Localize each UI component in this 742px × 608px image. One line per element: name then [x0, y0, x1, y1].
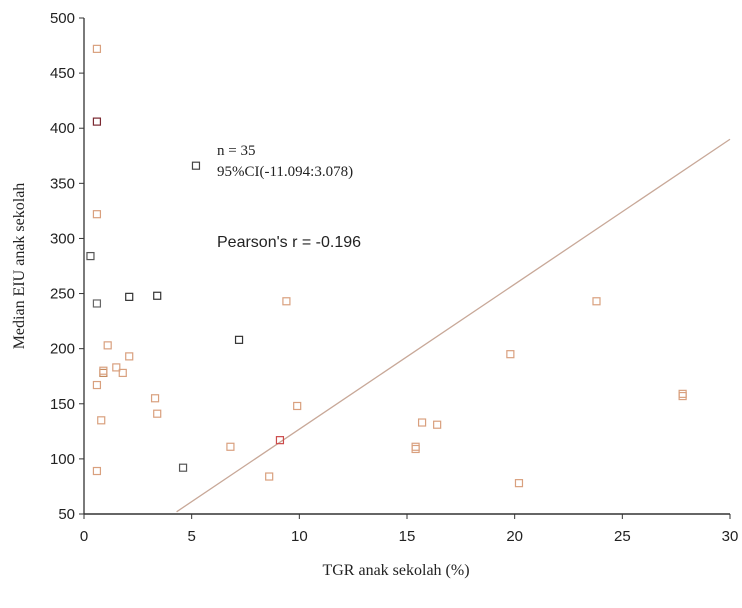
data-point [153, 291, 162, 300]
data-point [234, 335, 244, 344]
data-point [153, 409, 162, 418]
data-point [92, 380, 102, 390]
data-point [92, 210, 102, 219]
trendline-group [176, 138, 731, 513]
x-axis-title: TGR anak sekolah (%) [322, 562, 469, 579]
data-point [592, 297, 601, 306]
y-tick-label: 50 [58, 506, 75, 523]
data-point [125, 292, 134, 301]
data-point [103, 341, 112, 350]
x-tick-label: 25 [614, 528, 631, 545]
x-tick-label: 10 [291, 528, 308, 545]
x-tick-label: 20 [506, 528, 523, 545]
data-point [112, 363, 121, 372]
axes: 50 100 150 200 250 300 350 400 450 500 0 5 10 15 20 25 3… [50, 10, 738, 545]
y-tick-label: 450 [50, 65, 75, 82]
annotation-n: n = 35 [217, 143, 255, 159]
y-tick-label: 250 [50, 286, 75, 303]
data-point [514, 479, 524, 488]
y-tick-label: 350 [50, 175, 75, 192]
data-point [92, 299, 102, 308]
data-point [417, 418, 427, 427]
data-point [99, 368, 108, 378]
y-tick-label: 400 [50, 120, 75, 137]
data-point [275, 436, 285, 445]
annotations: n = 35 95%CI(-11.094:3.078) Pearson's r … [217, 143, 361, 251]
data-point [150, 394, 160, 403]
data-point [191, 161, 201, 170]
y-tick-label: 200 [50, 341, 75, 358]
data-point [92, 466, 102, 476]
y-tick-label: 300 [50, 230, 75, 247]
data-point [265, 472, 274, 481]
data-points [86, 44, 687, 488]
data-point [92, 44, 102, 53]
x-tick-label: 0 [80, 528, 88, 545]
y-tick-label: 500 [50, 10, 75, 27]
data-point [99, 366, 108, 375]
data-point [411, 442, 420, 451]
data-point [97, 416, 106, 425]
data-point [293, 401, 302, 411]
data-point [282, 297, 291, 306]
data-point [86, 251, 95, 261]
x-tick-label: 30 [722, 528, 739, 545]
data-point [118, 368, 127, 378]
data-point [411, 444, 420, 454]
x-tick-label: 15 [399, 528, 416, 545]
data-point [433, 420, 442, 429]
annotation-ci: 95%CI(-11.094:3.078) [217, 164, 353, 180]
data-point [226, 442, 235, 451]
data-point [678, 391, 687, 401]
data-point [125, 352, 134, 361]
data-point [678, 389, 687, 398]
annotation-pearson: Pearson's r = -0.196 [217, 234, 361, 251]
y-tick-label: 150 [50, 396, 75, 413]
trendline [176, 138, 731, 513]
y-axis-title: Median EIU anak sekolah [11, 183, 28, 350]
data-point [506, 350, 515, 359]
data-point [92, 117, 102, 126]
y-tick-label: 100 [50, 451, 75, 468]
x-tick-label: 5 [187, 528, 195, 545]
data-point [178, 463, 188, 472]
